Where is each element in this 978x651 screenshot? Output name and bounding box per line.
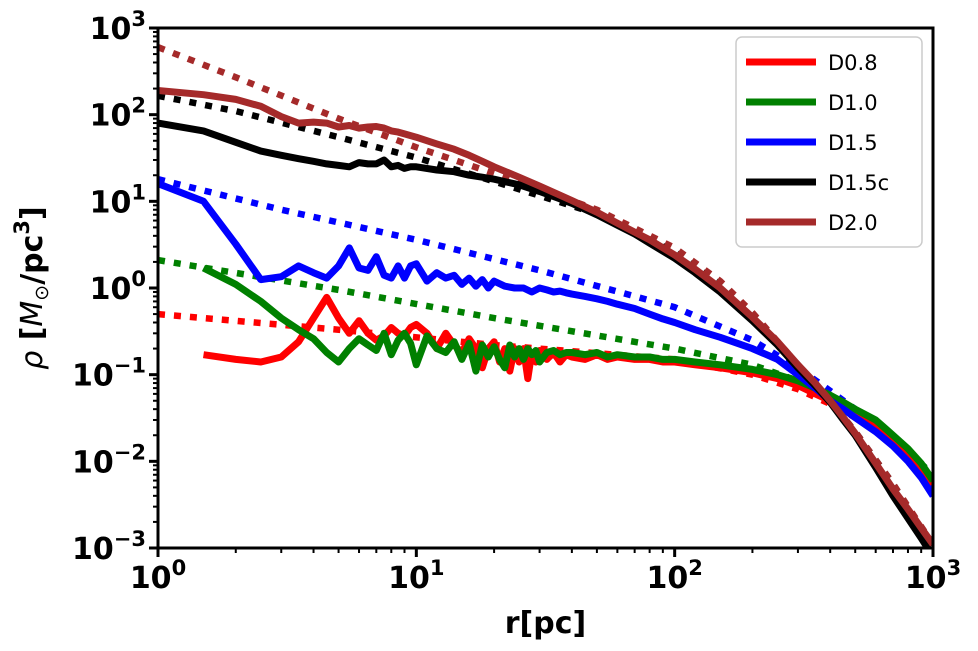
axis-ticks: 100 101 102 103 10−3 10−2 10−1 100 101 102 103 [72, 7, 961, 596]
y-tick-label: 10−3 [72, 527, 146, 567]
y-tick-label: 100 [90, 267, 146, 307]
legend-label: D0.8 [828, 51, 878, 75]
y-tick-label: 101 [90, 180, 146, 220]
y-tick-label: 103 [90, 7, 146, 47]
x-tick-label: 102 [646, 556, 702, 596]
y-axis-label: ρ [M⊙/pc3] [10, 206, 53, 370]
series-line-d1-0 [201, 264, 933, 483]
data-lines [158, 87, 933, 548]
legend-label: D1.0 [828, 91, 878, 115]
series-line-d2-0 [158, 87, 933, 547]
y-tick-label: 10−2 [72, 440, 146, 480]
x-tick-label: 101 [388, 556, 444, 596]
legend-label: D2.0 [828, 211, 878, 235]
fit-line-0 [158, 310, 933, 483]
legend-label: D1.5c [828, 171, 889, 195]
legend-frame [735, 36, 923, 248]
x-axis-label: r[pc] [505, 606, 586, 641]
legend-label: D1.5 [828, 131, 878, 155]
x-tick-label: 103 [905, 556, 961, 596]
y-tick-label: 10−1 [72, 354, 146, 394]
x-tick-label: 100 [130, 556, 186, 596]
y-tick-label: 102 [90, 94, 146, 134]
series-line-d1-5 [158, 180, 933, 498]
legend: D0.8 D1.0 D1.5 D1.5c D2.0 [735, 36, 923, 248]
